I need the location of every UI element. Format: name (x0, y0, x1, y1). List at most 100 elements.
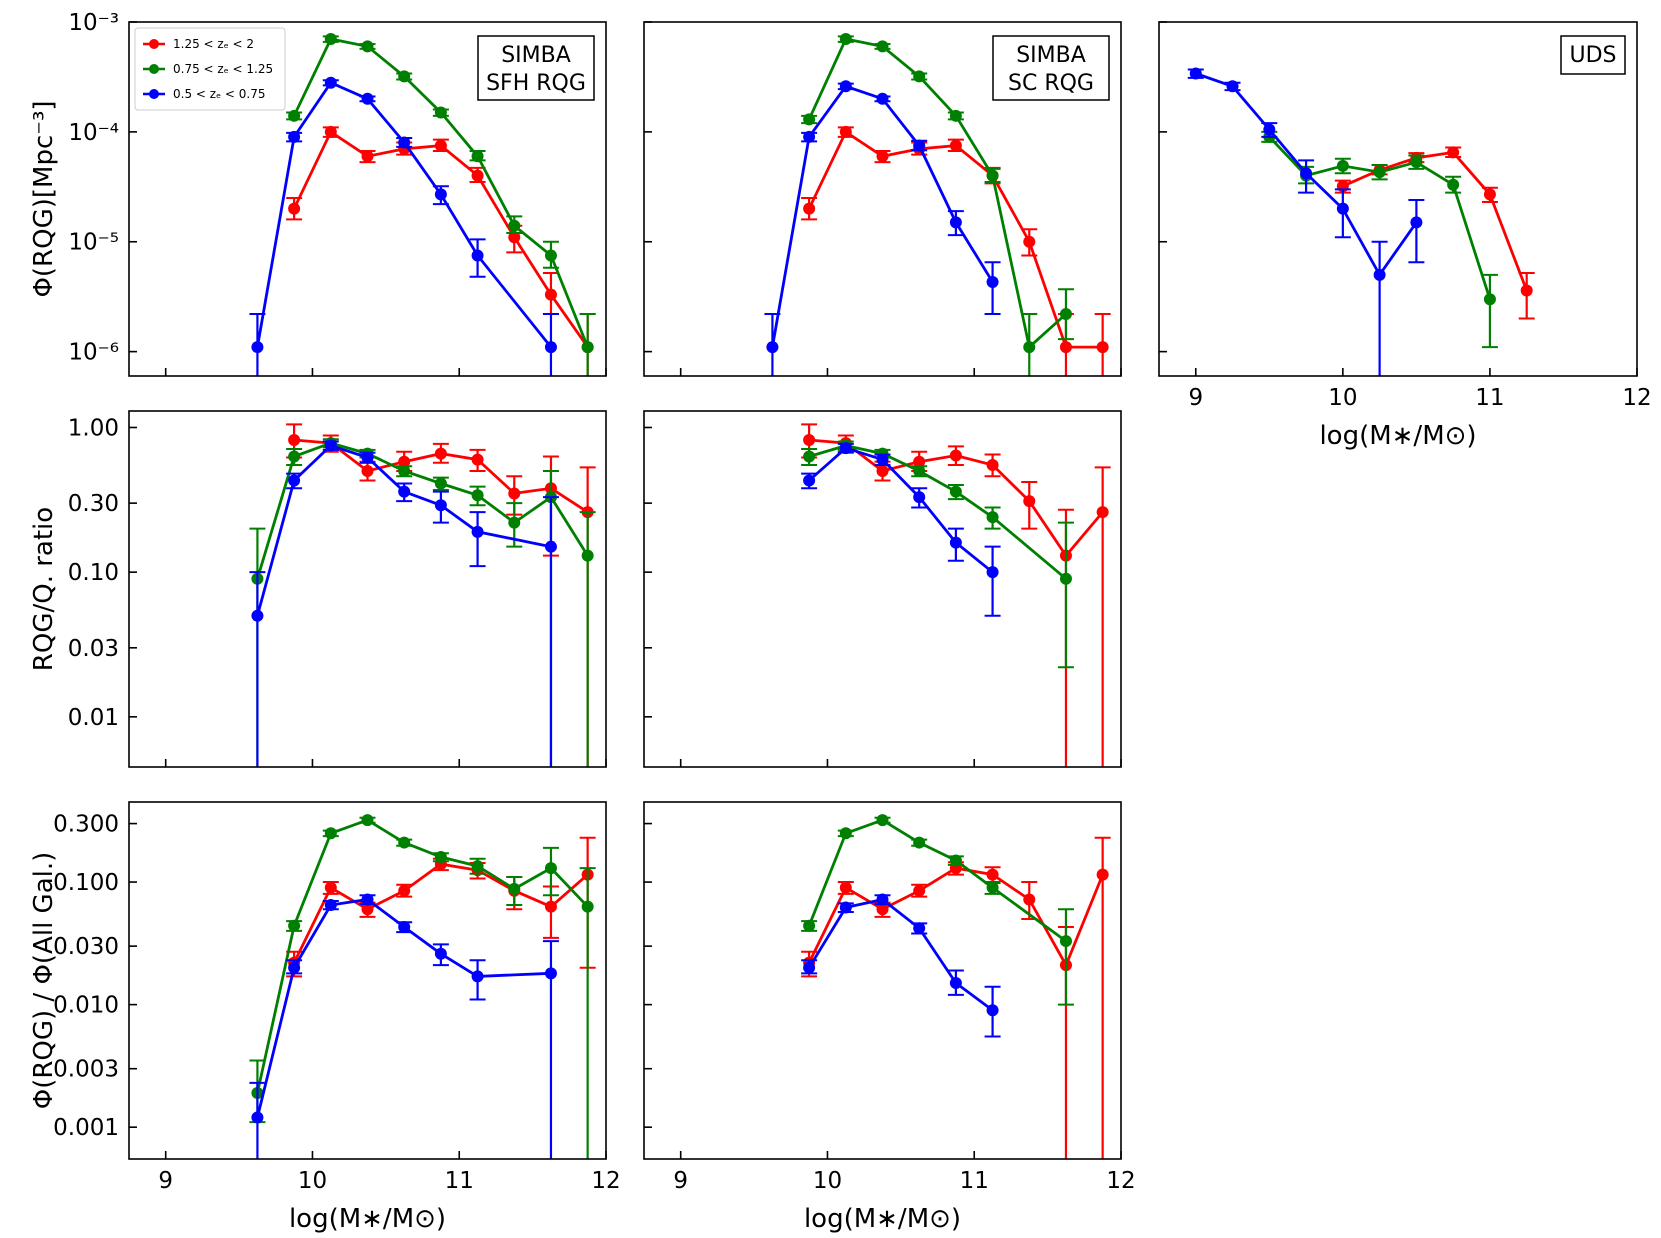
data-point (581, 549, 594, 562)
series-line-green (256, 441, 589, 580)
data-point (876, 814, 889, 827)
annotation-box (477, 35, 595, 101)
legend-label: 0.75 < zₑ < 1.25 (173, 62, 273, 76)
data-point (434, 106, 447, 119)
data-point (839, 901, 852, 914)
y-tick-label: 0.010 (53, 993, 119, 1019)
series-line-blue (256, 898, 552, 1118)
panel-smf-sc: SIMBA SC RQG (643, 21, 1122, 377)
y-tick-label: 10⁻⁶ (68, 340, 119, 366)
panel-ratio-sc (643, 410, 1122, 768)
data-point (508, 516, 521, 529)
y-tick-label: 1.00 (68, 415, 119, 441)
panel-smf-sfh: 10⁻⁶ 10⁻⁵ 10⁻⁴ 10⁻³ Φ(RQG)[Mpc⁻³] SIMBA SFH RQ… (29, 10, 607, 377)
data-point (434, 447, 447, 460)
y-tick-label: 0.10 (68, 560, 119, 586)
y-tick-label: 0.003 (53, 1057, 119, 1083)
data-point (471, 453, 484, 466)
data-point (839, 442, 852, 455)
data-point (803, 113, 816, 126)
plot-frame (128, 410, 607, 768)
data-point (471, 150, 484, 163)
data-point (251, 609, 264, 622)
x-tick-label: 10 (813, 1168, 842, 1194)
data-point (1300, 167, 1313, 180)
data-point (876, 453, 889, 466)
series-blue (249, 893, 559, 1159)
data-point (986, 276, 999, 289)
legend-swatch-marker (149, 64, 159, 74)
x-tick-label: 11 (1475, 385, 1504, 411)
data-point (986, 1004, 999, 1017)
data-point (803, 202, 816, 215)
annotation-text: UDS (1569, 43, 1616, 68)
y-axis-label: RQG/Q. ratio (29, 507, 59, 671)
x-tick-label: 11 (445, 1168, 474, 1194)
y-axis-label: Φ(RQG)[Mpc⁻³] (29, 100, 59, 297)
data-point (324, 898, 337, 911)
series-line-green (807, 37, 1067, 350)
data-point (803, 919, 816, 932)
series-red (801, 125, 1111, 376)
data-point (324, 33, 337, 46)
data-point (913, 836, 926, 849)
data-point (1447, 146, 1460, 159)
data-point (288, 433, 301, 446)
data-point (1263, 123, 1276, 136)
data-point (1023, 495, 1036, 508)
series-green (286, 33, 596, 376)
series-line-blue (256, 80, 553, 348)
data-point (949, 485, 962, 498)
plot-frame (128, 21, 607, 377)
x-tick-label: 10 (298, 1168, 327, 1194)
x-tick-label: 9 (158, 1168, 173, 1194)
y-tick-label: 0.30 (68, 491, 119, 517)
data-point (803, 130, 816, 143)
data-point (1059, 572, 1072, 585)
plot-frame (643, 21, 1122, 377)
y-tick-label: 10⁻³ (68, 10, 119, 36)
data-point (288, 919, 301, 932)
legend: 1.25 < zₑ < 2 0.75 < zₑ < 1.25 0.5 < zₑ < … (134, 27, 286, 111)
data-point (949, 139, 962, 152)
data-point (251, 341, 264, 354)
x-tick-label: 9 (673, 1168, 688, 1194)
legend-frame (134, 27, 286, 111)
legend-label: 1.25 < zₑ < 2 (173, 37, 254, 51)
data-point (471, 525, 484, 538)
series-red (286, 423, 596, 767)
y-tick-label: 10⁻⁵ (68, 230, 119, 256)
data-point (398, 884, 411, 897)
series-blue (764, 80, 1001, 376)
data-point (839, 881, 852, 894)
data-point (471, 169, 484, 182)
data-point (1410, 216, 1423, 229)
data-point (508, 882, 521, 895)
data-point (876, 465, 889, 478)
series-green (249, 437, 596, 767)
data-point (913, 884, 926, 897)
plot-frame (643, 410, 1122, 768)
data-point (1023, 893, 1036, 906)
data-point (361, 150, 374, 163)
data-point (288, 450, 301, 463)
series-line-blue (807, 897, 994, 1012)
data-point (324, 827, 337, 840)
panel-ratio-sfh: 0.01 0.03 0.10 0.30 1.00 RQG/Q. ratio (29, 410, 607, 768)
y-tick-label: 0.01 (68, 705, 119, 731)
series-blue (801, 893, 1001, 1038)
series-blue (801, 442, 1001, 617)
legend-swatch-marker (149, 39, 159, 49)
data-point (1520, 284, 1533, 297)
y-tick-label: 10⁻⁴ (68, 120, 119, 146)
data-point (398, 836, 411, 849)
plot-frame (1158, 21, 1638, 377)
data-point (508, 219, 521, 232)
panel-frac-sc: 9 10 11 12 log(M∗/M⊙) (643, 801, 1136, 1234)
data-point (361, 451, 374, 464)
data-point (913, 465, 926, 478)
data-point (324, 439, 337, 452)
series-red (801, 836, 1111, 1159)
series-blue (1187, 67, 1425, 376)
data-point (949, 977, 962, 990)
